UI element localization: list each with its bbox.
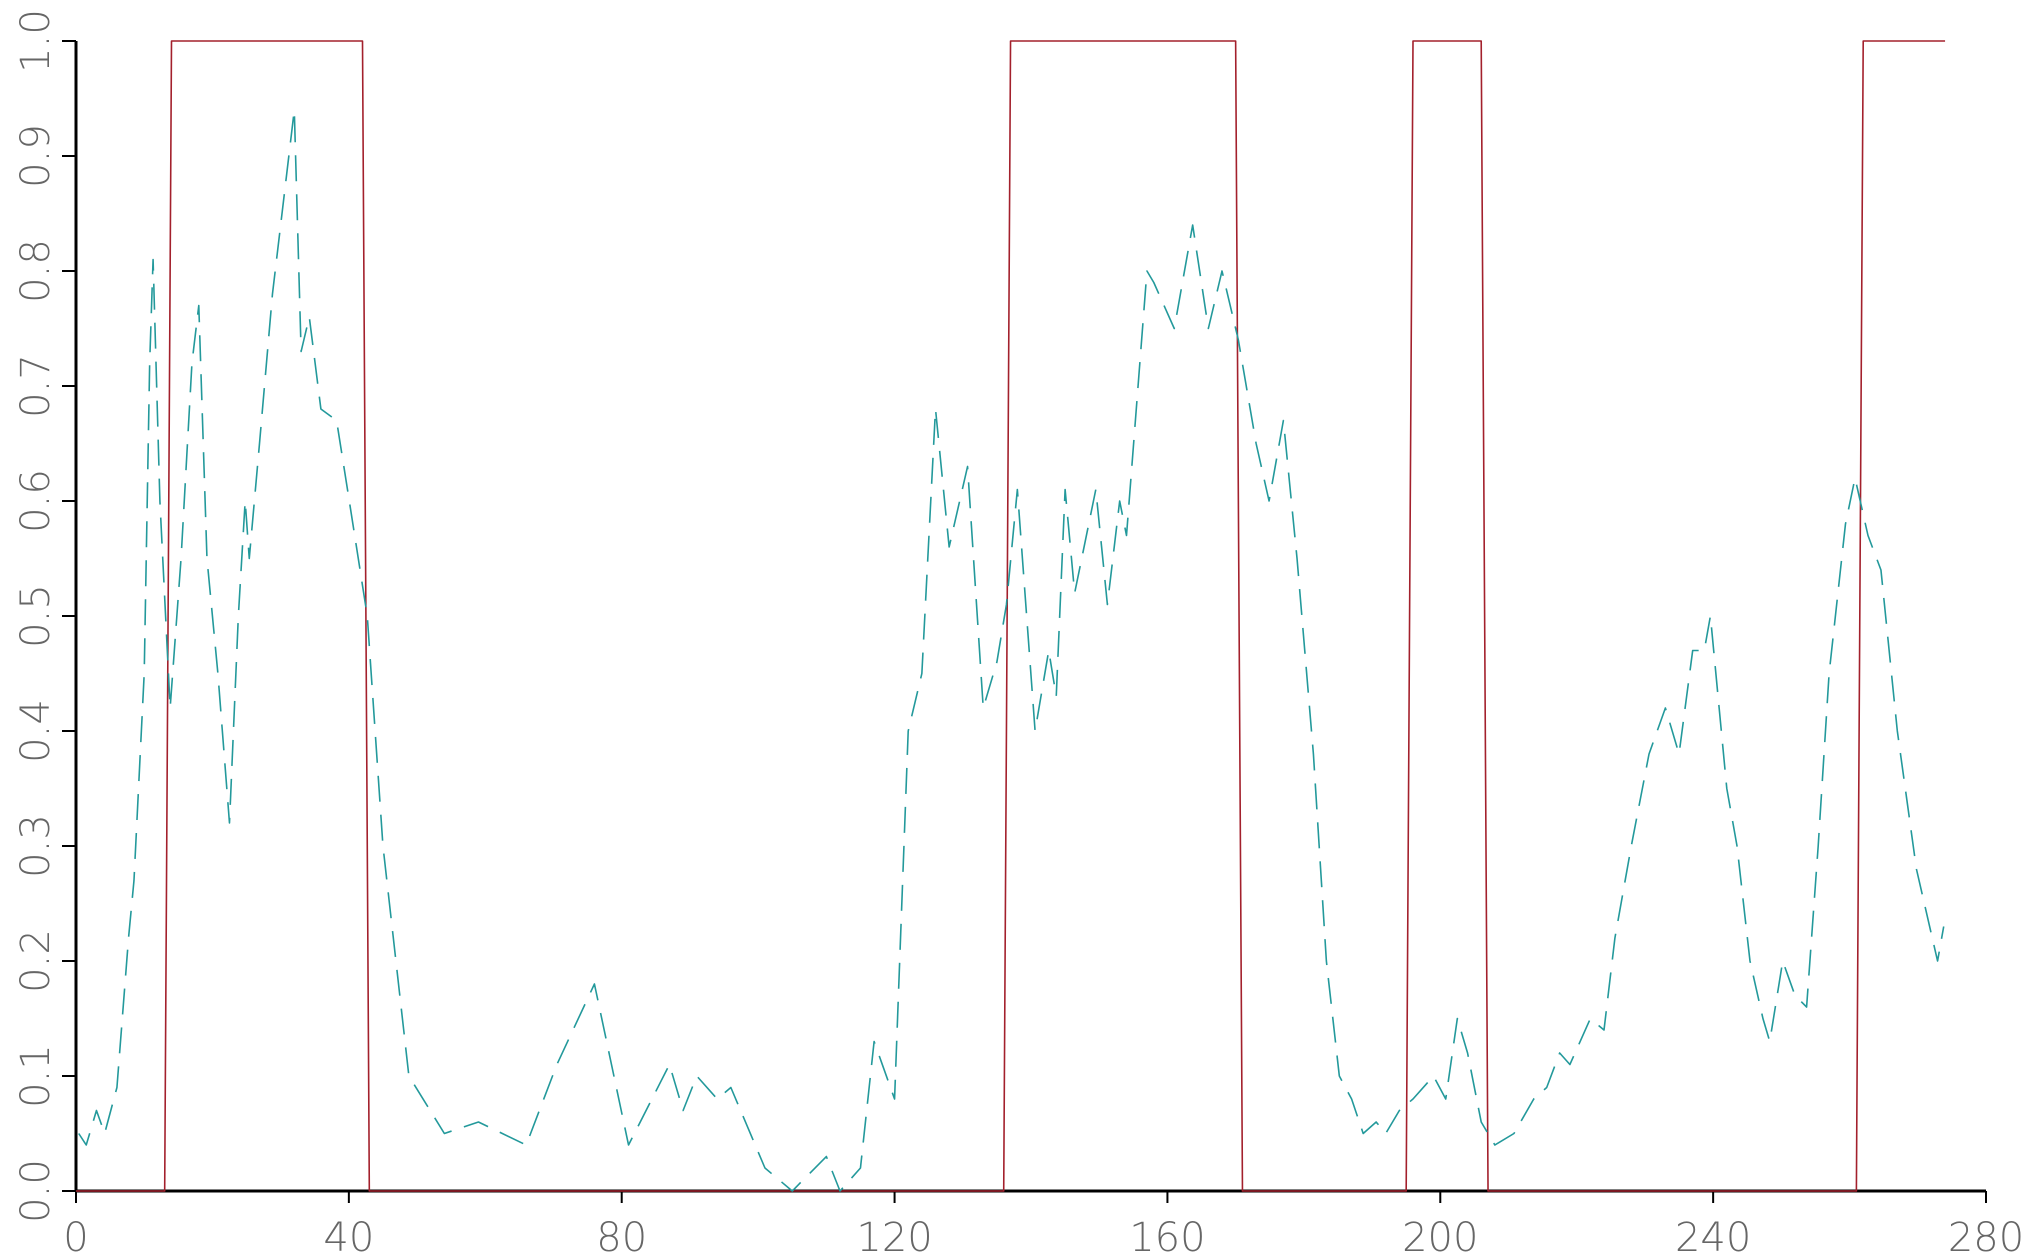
y-tick-label: 0.8 xyxy=(13,239,59,303)
y-tick-label: 0.5 xyxy=(13,584,59,648)
x-tick-label: 80 xyxy=(596,1215,647,1257)
y-tick-label: 1.0 xyxy=(13,9,59,73)
x-tick-label: 0 xyxy=(63,1215,88,1257)
y-tick-label: 0.9 xyxy=(13,124,59,188)
y-tick-label: 0.1 xyxy=(13,1044,59,1108)
x-tick-label: 120 xyxy=(856,1215,932,1257)
y-tick-label: 0.7 xyxy=(13,354,59,418)
x-tick-label: 280 xyxy=(1948,1215,2024,1257)
series-line xyxy=(76,40,1946,1192)
y-tick-label: 0.3 xyxy=(13,814,59,878)
x-tick-label: 160 xyxy=(1129,1215,1205,1257)
y-tick-label: 0.0 xyxy=(13,1159,59,1223)
series-line xyxy=(78,109,1945,1192)
y-tick-label: 0.2 xyxy=(13,929,59,993)
x-tick-label: 200 xyxy=(1402,1215,1478,1257)
y-tick-label: 0.6 xyxy=(13,469,59,533)
x-tick-label: 240 xyxy=(1675,1215,1751,1257)
y-tick-label: 0.4 xyxy=(13,699,59,763)
x-tick-label: 40 xyxy=(323,1215,374,1257)
